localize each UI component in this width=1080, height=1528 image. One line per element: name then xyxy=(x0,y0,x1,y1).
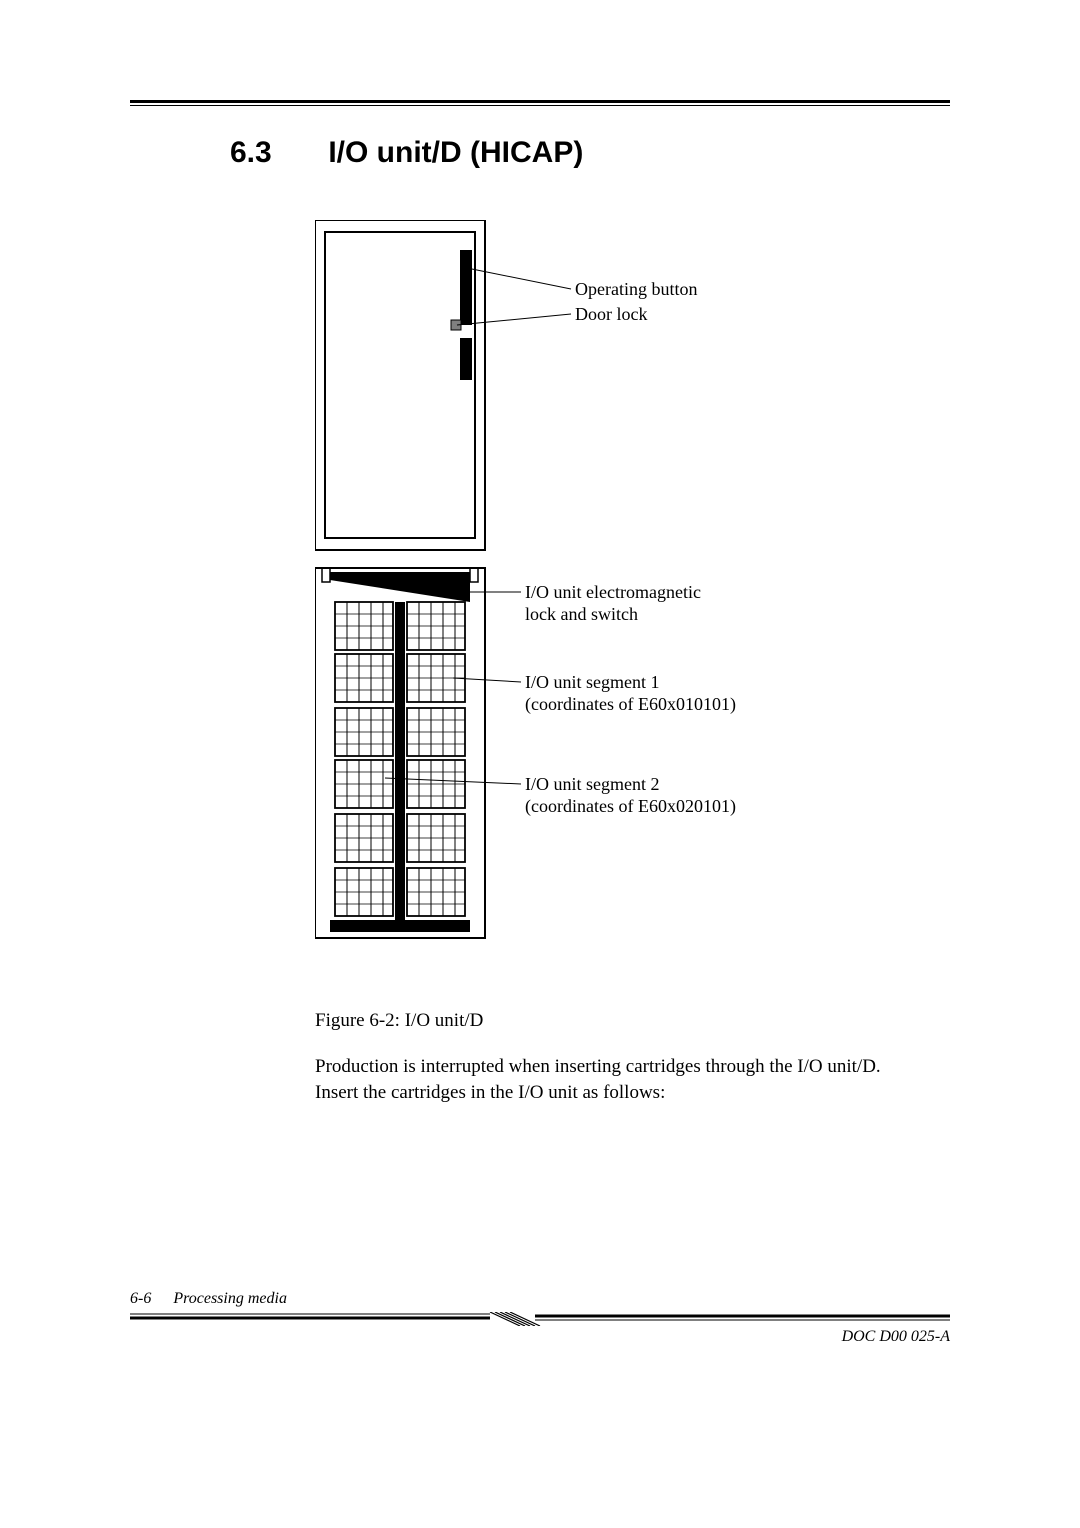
section-heading: 6.3 I/O unit/D (HICAP) xyxy=(230,136,950,170)
svg-text:Operating button: Operating button xyxy=(575,279,697,299)
top-rule xyxy=(130,100,950,106)
svg-text:I/O unit segment 2: I/O unit segment 2 xyxy=(525,774,659,794)
heading-title: I/O unit/D (HICAP) xyxy=(328,136,583,169)
svg-text:lock and switch: lock and switch xyxy=(525,604,638,624)
figure: Operating button Door lock I/O unit electr… xyxy=(315,220,950,950)
page-number: 6-6 xyxy=(130,1290,151,1307)
heading-number: 6.3 xyxy=(230,136,320,170)
svg-text:I/O unit electromagnetic: I/O unit electromagnetic xyxy=(525,582,701,602)
page-content: 6.3 I/O unit/D (HICAP) Operating button D… xyxy=(130,100,950,1105)
footer-rule xyxy=(130,1312,950,1326)
body-paragraph: Production is interrupted when inserting… xyxy=(315,1054,925,1105)
svg-text:(coordinates of E60x010101): (coordinates of E60x010101) xyxy=(525,694,736,715)
footer-left: 6-6 Processing media xyxy=(130,1290,950,1308)
figure-caption: Figure 6-2: I/O unit/D xyxy=(315,1010,950,1032)
page-footer: 6-6 Processing media DOC D00 025-A xyxy=(130,1290,950,1346)
footer-doc-id: DOC D00 025-A xyxy=(130,1328,950,1346)
svg-text:Door lock: Door lock xyxy=(575,304,647,324)
footer-section: Processing media xyxy=(173,1290,287,1307)
svg-text:I/O unit segment 1: I/O unit segment 1 xyxy=(525,672,659,692)
io-unit-diagram: Operating button Door lock I/O unit electr… xyxy=(315,220,935,950)
svg-text:(coordinates of E60x020101): (coordinates of E60x020101) xyxy=(525,796,736,817)
